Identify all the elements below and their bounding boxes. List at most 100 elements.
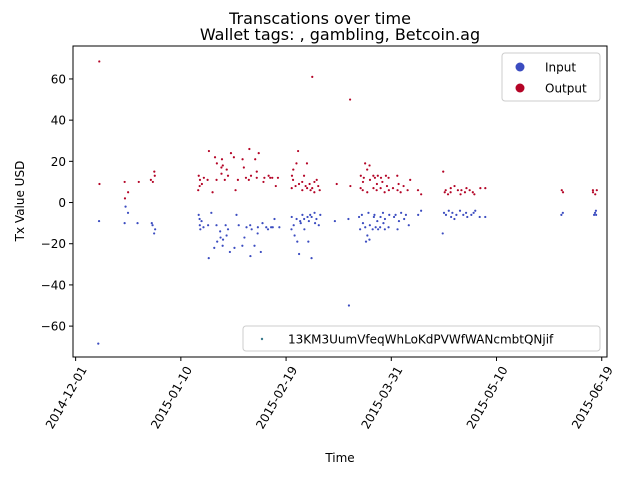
- output-point: [375, 182, 379, 186]
- input-point: [396, 228, 399, 231]
- input-point: [233, 246, 236, 249]
- input-point: [273, 217, 276, 221]
- input-point: [299, 222, 302, 225]
- output-point: [396, 189, 399, 192]
- output-point: [295, 162, 298, 165]
- input-point: [464, 211, 468, 214]
- input-point: [296, 240, 299, 243]
- input-point: [315, 217, 318, 221]
- output-point: [207, 149, 211, 153]
- input-point: [373, 213, 376, 216]
- y-axis-ticks: −60 −40 −20 0 20 40 60: [41, 72, 73, 334]
- input-point: [202, 226, 205, 229]
- output-point: [406, 189, 409, 192]
- input-point: [249, 254, 252, 258]
- output-point: [368, 164, 371, 167]
- output-point: [241, 158, 244, 161]
- output-point: [396, 174, 399, 177]
- output-point: [255, 176, 258, 179]
- input-point: [250, 228, 253, 231]
- output-point: [384, 174, 388, 177]
- output-point: [318, 189, 321, 192]
- output-point: [317, 184, 320, 188]
- input-point: [403, 217, 406, 221]
- input-point: [383, 217, 387, 221]
- input-point: [593, 211, 597, 214]
- input-point: [458, 209, 462, 212]
- input-point: [372, 215, 375, 219]
- input-point: [266, 228, 270, 231]
- input-point: [219, 236, 222, 239]
- input-point: [388, 213, 391, 216]
- input-point: [126, 211, 130, 214]
- output-point: [471, 191, 474, 194]
- output-point: [137, 180, 140, 184]
- output-point: [309, 189, 312, 192]
- input-point: [313, 211, 316, 214]
- output-point: [420, 193, 423, 196]
- input-point: [470, 213, 473, 216]
- output-point: [442, 170, 445, 173]
- input-point: [215, 224, 218, 227]
- input-point: [368, 238, 371, 241]
- output-point: [271, 176, 274, 179]
- output-point: [215, 162, 218, 165]
- input-point: [397, 219, 401, 223]
- input-point: [303, 228, 306, 231]
- input-point: [307, 219, 310, 223]
- input-point: [154, 228, 157, 231]
- input-point: [451, 211, 454, 214]
- input-point: [364, 226, 367, 229]
- output-point: [561, 191, 565, 194]
- input-point: [595, 213, 598, 216]
- input-point: [235, 213, 238, 216]
- output-point: [595, 189, 598, 192]
- output-point: [198, 178, 202, 181]
- input-point: [97, 219, 101, 223]
- legend-output-marker: [515, 83, 525, 93]
- output-point: [197, 174, 200, 177]
- input-point: [297, 252, 301, 256]
- output-point: [473, 193, 476, 196]
- input-point: [561, 211, 564, 214]
- output-point: [416, 189, 420, 192]
- output-point: [376, 174, 379, 177]
- input-point: [347, 217, 350, 221]
- output-point: [313, 191, 316, 194]
- input-point: [299, 219, 302, 223]
- input-point: [278, 226, 281, 229]
- input-point: [237, 224, 240, 227]
- input-point: [381, 211, 385, 214]
- input-point: [270, 226, 273, 229]
- input-point: [199, 228, 202, 231]
- output-point: [375, 189, 378, 192]
- output-point: [267, 174, 270, 177]
- output-point: [444, 189, 447, 192]
- output-point: [234, 189, 237, 192]
- output-point: [274, 184, 277, 188]
- output-point: [560, 189, 563, 192]
- input-point: [261, 222, 264, 225]
- input-point: [265, 226, 268, 229]
- output-point: [211, 191, 214, 194]
- input-point: [224, 224, 227, 227]
- output-point: [220, 158, 224, 161]
- input-point: [310, 257, 313, 260]
- output-point: [361, 180, 365, 184]
- output-point: [397, 182, 400, 186]
- input-point: [150, 222, 153, 225]
- output-point: [364, 162, 367, 165]
- input-point: [560, 213, 563, 216]
- input-point: [228, 250, 231, 254]
- input-point: [221, 238, 225, 241]
- input-point: [241, 244, 244, 247]
- output-point: [402, 184, 405, 188]
- output-point: [387, 189, 390, 192]
- legend-top-box: [501, 52, 601, 102]
- output-point: [257, 152, 260, 155]
- input-point: [97, 342, 100, 345]
- input-point: [407, 224, 410, 227]
- input-point: [271, 226, 274, 229]
- input-point: [450, 215, 453, 219]
- input-point: [361, 222, 365, 225]
